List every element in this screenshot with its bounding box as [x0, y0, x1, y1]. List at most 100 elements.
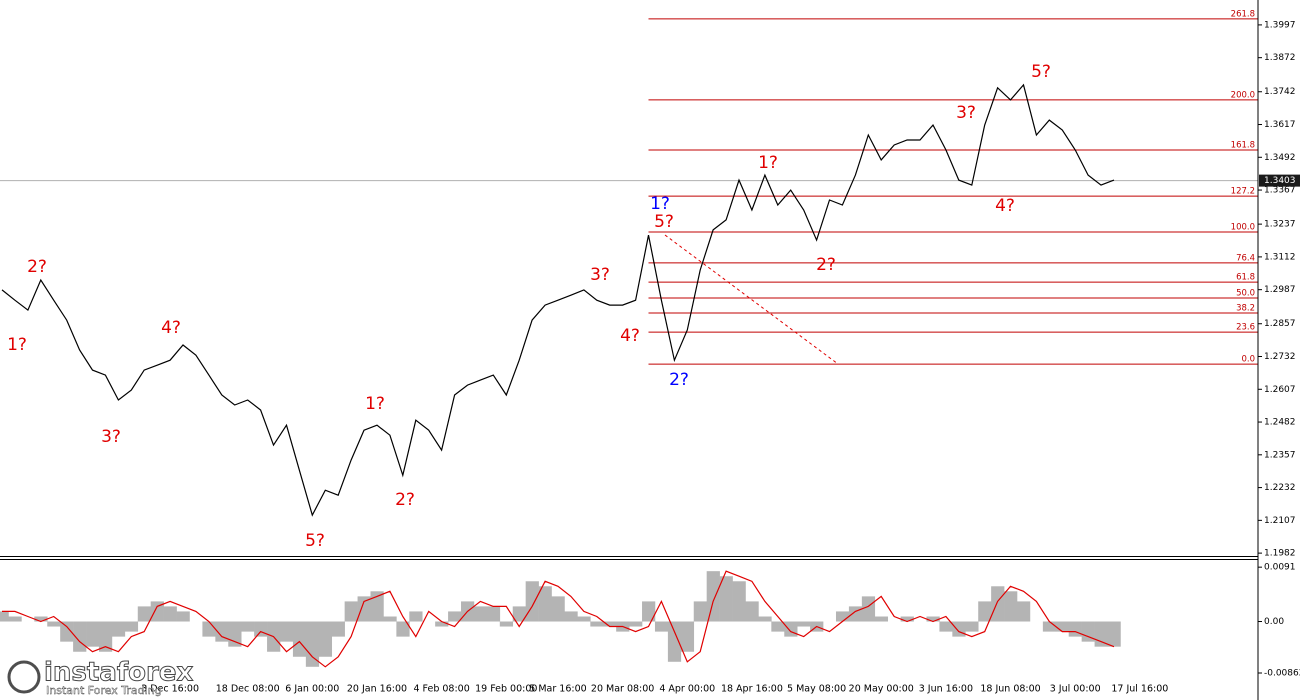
histogram-bar [86, 621, 100, 647]
wave-label: 2? [395, 490, 415, 510]
wave-label: 4? [161, 318, 181, 338]
histogram-bar [305, 621, 320, 667]
x-tick-label: 18 Apr 16:00 [721, 684, 783, 695]
histogram-bar [642, 601, 656, 622]
y-tick-label: 1.2987 [1264, 285, 1296, 295]
fib-label: 38.2 [1236, 303, 1255, 313]
wave-label: 5? [1031, 62, 1051, 82]
wave-label: 5? [305, 531, 325, 551]
y-tick-label: 1.3112 [1264, 252, 1296, 262]
brand: instaforex [44, 658, 194, 688]
tagline: Instant Forex Trading [46, 684, 162, 697]
histogram-bar [318, 621, 333, 657]
wave-label: 2? [27, 257, 47, 277]
histogram-bar [396, 621, 410, 637]
histogram-bar [1068, 621, 1082, 637]
histogram-bar [370, 591, 384, 622]
histogram-bar [991, 586, 1005, 622]
y-tick-label: 1.3237 [1264, 220, 1296, 230]
y-tick-label: 1.3742 [1264, 87, 1296, 97]
x-tick-label: 20 Jan 16:00 [347, 684, 407, 695]
histogram-bar [1055, 621, 1070, 632]
histogram-bar [111, 621, 126, 637]
histogram-bar [98, 621, 113, 652]
y-tick-label: 1.3997 [1264, 20, 1296, 30]
wave-label: 4? [995, 196, 1015, 216]
histogram-bar [1081, 621, 1095, 642]
logo [7, 660, 41, 694]
histogram-bar [758, 616, 772, 622]
watermark: instaforex Instant Forex Trading [7, 657, 194, 697]
histogram-bar [215, 621, 229, 642]
wave-label: 5? [654, 212, 674, 232]
histogram-bar [603, 621, 617, 627]
histogram-bar [486, 606, 501, 622]
histogram-bar [693, 601, 707, 622]
histogram-bar [680, 621, 695, 652]
histogram-bar [952, 621, 966, 637]
histogram-bar [706, 571, 720, 622]
x-tick-label: 4 Feb 08:00 [413, 684, 469, 695]
histogram-bar [667, 621, 682, 662]
histogram-bar [835, 611, 850, 622]
wave-label: 2? [816, 255, 836, 275]
histogram-bar [874, 616, 889, 622]
histogram-bar [8, 616, 22, 622]
y-tick-label: -0.00862 [1264, 669, 1300, 679]
x-tick-label: 20 Mar 08:00 [591, 684, 654, 695]
histogram-bar [745, 601, 759, 622]
fib-label: 0.0 [1241, 355, 1255, 365]
histogram-bar [254, 621, 268, 637]
histogram-bar [1042, 621, 1057, 632]
histogram-bar [538, 586, 552, 622]
x-tick-label: 6 Jan 00:00 [285, 684, 339, 695]
histogram-bar [241, 621, 255, 632]
histogram-bar [279, 621, 294, 642]
signal-line [2, 570, 1115, 668]
fib-label: 23.6 [1236, 323, 1255, 333]
y-tick-label: 1.3617 [1264, 120, 1296, 130]
y-tick-label: 1.2232 [1264, 483, 1296, 493]
x-tick-label: 18 Dec 08:00 [216, 684, 280, 695]
histogram-bar [732, 581, 746, 622]
fib-label: 61.8 [1236, 273, 1255, 283]
wave-label: 2? [669, 370, 689, 390]
histogram-bar [383, 616, 397, 622]
fib-label: 161.8 [1231, 140, 1255, 150]
wave-label: 1? [758, 153, 778, 173]
y-tick-label: 0.00 [1264, 617, 1284, 627]
histogram-bar [435, 621, 449, 627]
histogram-bar [0, 611, 9, 622]
y-tick-label: 1.3367 [1264, 186, 1296, 196]
histogram-bar [448, 611, 462, 622]
histogram-bar [978, 601, 992, 622]
y-tick-label: 1.1982 [1264, 549, 1296, 559]
histogram-bar [499, 621, 514, 627]
y-tick-label: 1.2857 [1264, 319, 1296, 329]
x-tick-label: 18 Jun 08:00 [980, 684, 1040, 695]
histogram-bar [60, 621, 74, 642]
histogram-bar [551, 596, 565, 622]
wave-label: 4? [620, 326, 640, 346]
histogram-bar [357, 596, 371, 622]
histogram-bar [784, 621, 798, 637]
histogram-bar [939, 621, 953, 632]
histogram-bar [47, 621, 61, 627]
histogram-bar [150, 601, 164, 622]
histogram-bar [797, 621, 811, 627]
fib-label: 127.2 [1231, 187, 1255, 197]
wave-label: 3? [590, 265, 610, 285]
fib-label: 200.0 [1231, 90, 1255, 100]
histogram-bar [719, 576, 733, 622]
y-tick-label: 1.2732 [1264, 352, 1296, 362]
y-tick-label: 1.2107 [1264, 516, 1296, 526]
y-tick-label: 1.2357 [1264, 450, 1296, 460]
histogram-bar [1004, 591, 1018, 622]
fib-label: 50.0 [1236, 289, 1255, 299]
x-tick-label: 19 Feb 00:00 [475, 684, 537, 695]
wave-label: 1? [7, 335, 27, 355]
wave-label: 3? [101, 427, 121, 447]
histogram-bar [176, 611, 190, 622]
fib-label: 100.0 [1231, 222, 1255, 232]
